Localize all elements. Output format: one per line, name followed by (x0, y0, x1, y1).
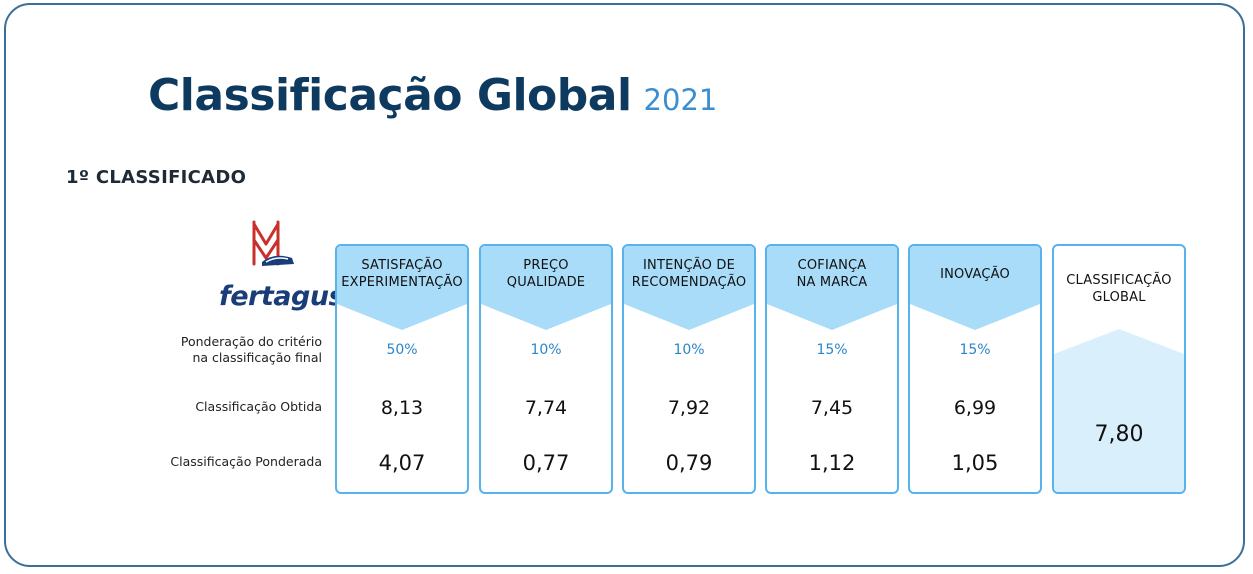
criterion-weight: 15% (816, 342, 848, 358)
ranking-subtitle: 1º CLASSIFICADO (66, 167, 247, 188)
criterion-header-bg (767, 246, 897, 330)
criterion-weight: 15% (959, 342, 991, 358)
criterion-label: COFIANÇA NA MARCA (796, 258, 868, 290)
criterion-obtained-score: 7,45 (810, 397, 854, 419)
criterion-label: INTENÇÃO DE RECOMENDAÇÃO (631, 258, 747, 290)
criterion-obtained-score: 6,99 (953, 397, 997, 419)
criterion-weighted-score: 0,77 (522, 451, 570, 475)
page-title: Classificação Global 2021 (148, 70, 717, 121)
criterion-weighted-score: 1,12 (808, 451, 856, 475)
criterion-label: PREÇO QUALIDADE (506, 258, 586, 290)
fertagus-logo: fertagus (219, 218, 345, 312)
criterion-weighted-score: 4,07 (378, 451, 426, 475)
criterion-weighted-score: 0,79 (665, 451, 713, 475)
criterion-header-bg (337, 246, 467, 330)
title-year: 2021 (643, 83, 718, 117)
row-label-ponderacao-line2: na classificação final (192, 350, 322, 365)
global-score-card: CLASSIFICAÇÃO GLOBAL 7,80 (1052, 244, 1186, 494)
logo-text: fertagus (219, 281, 345, 312)
criterion-header-bg (481, 246, 611, 330)
criterion-header-bg (624, 246, 754, 330)
global-score-label: CLASSIFICAÇÃO GLOBAL (1066, 273, 1172, 305)
criterion-obtained-score: 7,92 (667, 397, 711, 419)
criterion-card-intencao: INTENÇÃO DE RECOMENDAÇÃO 10% 7,92 0,79 (622, 244, 756, 494)
criterion-card-inovacao: INOVAÇÃO 15% 6,99 1,05 (908, 244, 1042, 494)
criterion-weight: 50% (386, 342, 418, 358)
criterion-obtained-score: 8,13 (380, 397, 424, 419)
criterion-card-confianca: COFIANÇA NA MARCA 15% 7,45 1,12 (765, 244, 899, 494)
criterion-weighted-score: 1,05 (951, 451, 999, 475)
criterion-weight: 10% (673, 342, 705, 358)
global-score-bg (1054, 329, 1184, 492)
row-label-obtida: Classificação Obtida (195, 399, 322, 414)
criterion-obtained-score: 7,74 (524, 397, 568, 419)
row-label-ponderacao-line1: Ponderação do critério (180, 334, 322, 349)
row-label-ponderada: Classificação Ponderada (170, 454, 322, 469)
criterion-weight: 10% (530, 342, 562, 358)
row-label-ponderacao: Ponderação do critério na classificação … (181, 334, 322, 366)
bridge-train-icon (252, 220, 294, 266)
criterion-label: INOVAÇÃO (940, 267, 1010, 282)
criterion-label: SATISFAÇÃO EXPERIMENTAÇÃO (341, 258, 463, 290)
title-main: Classificação Global (148, 70, 632, 121)
criterion-card-preco: PREÇO QUALIDADE 10% 7,74 0,77 (479, 244, 613, 494)
criterion-header-bg (910, 246, 1040, 330)
criterion-card-satisfacao: SATISFAÇÃO EXPERIMENTAÇÃO 50% 8,13 4,07 (335, 244, 469, 494)
global-score-value: 7,80 (1094, 422, 1144, 447)
